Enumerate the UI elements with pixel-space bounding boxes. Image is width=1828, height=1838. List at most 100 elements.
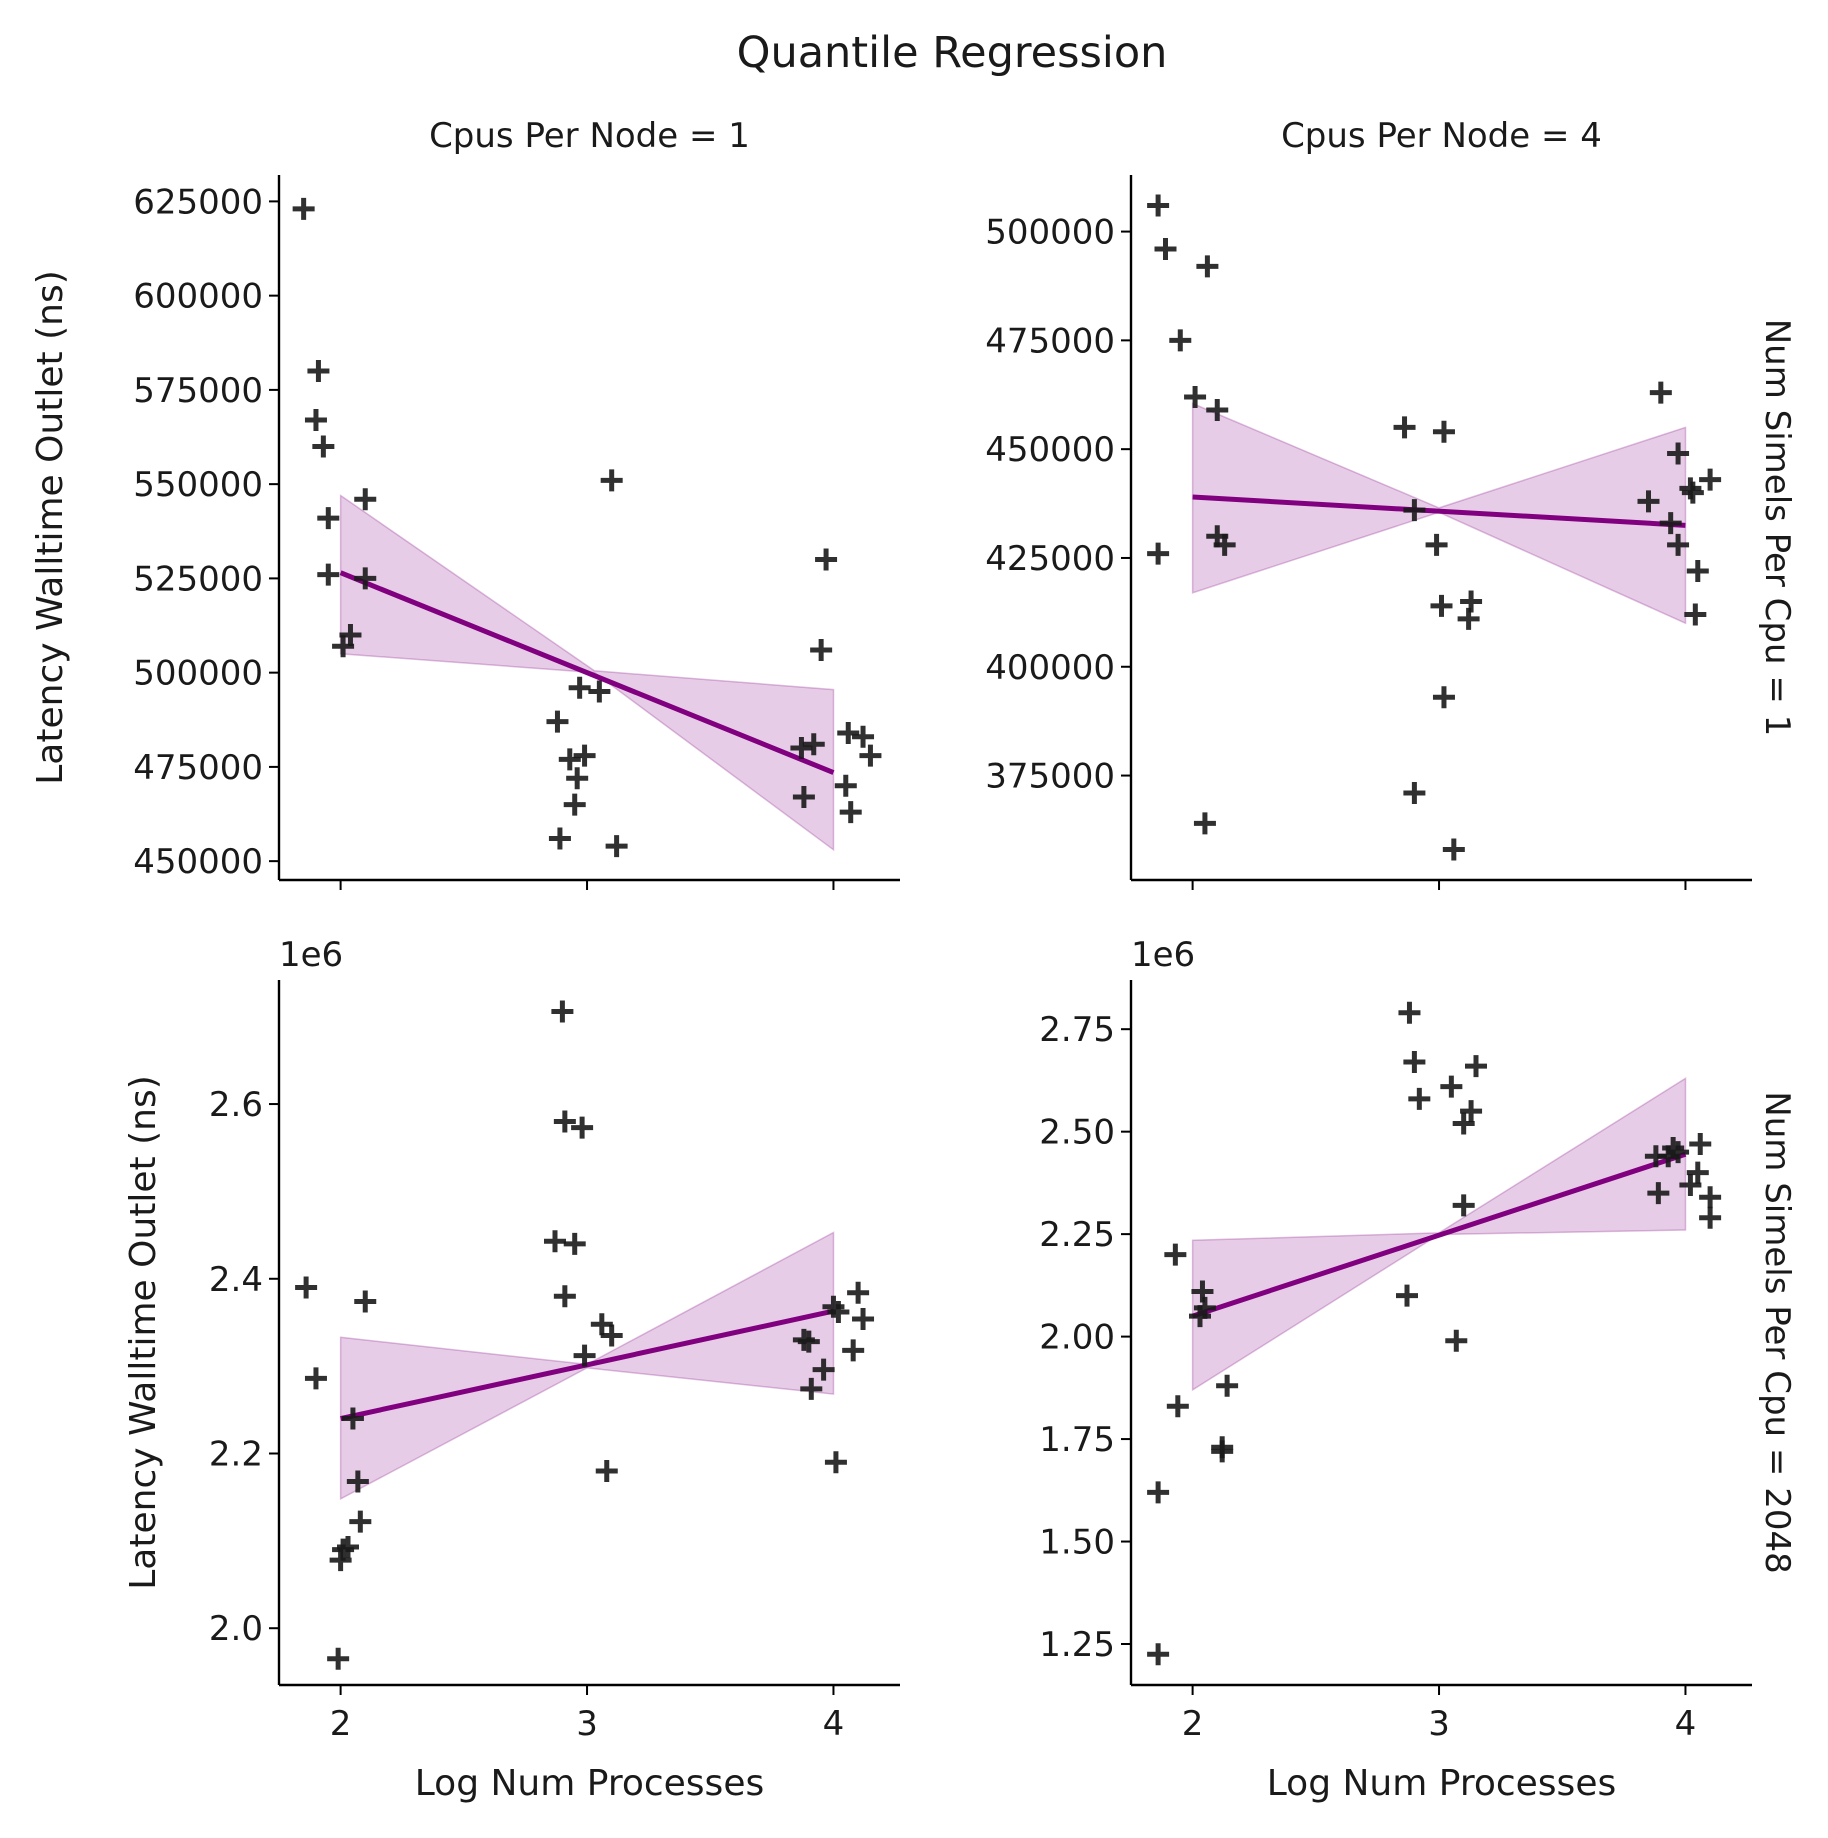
data-point [1465,1055,1487,1078]
data-point [332,635,355,658]
data-point [852,1307,875,1330]
data-point [548,827,571,850]
column-title: Cpus Per Node = 4 [1281,116,1602,156]
data-point [1166,1395,1189,1418]
y-offset-label: 1e6 [279,935,343,975]
data-point [1637,490,1660,513]
data-point [800,1377,823,1400]
data-point [558,748,581,771]
data-point [1408,1087,1431,1110]
data-point [1196,255,1219,278]
y-tick-label: 600000 [133,277,263,317]
data-point [1452,1112,1475,1135]
data-point [1213,533,1236,556]
data-point [834,774,857,797]
data-point [588,680,611,703]
data-point [600,469,623,492]
data-point [1460,590,1483,613]
data-point [1169,329,1192,352]
data-point [605,835,628,858]
data-point [1445,1329,1468,1352]
data-point [544,1230,566,1253]
data-point [354,1290,377,1313]
quantile-fit-line [1191,1151,1687,1319]
y-tick-label: 2.6 [209,1085,263,1125]
panel-3: 2.0 2.2 2.4 2.6 1e6 2 3 4 Log Num Processes Laten… [123,935,900,1804]
data-point [339,623,362,646]
data-point [1154,237,1177,260]
y-tick-label: 575000 [133,371,263,411]
y-tick-label: 375000 [985,757,1115,797]
panel-2: 375000 400000 425000 450000 475000 500000 Cpus… [985,116,1797,890]
data-point [1647,1182,1670,1205]
data-point [1403,781,1426,804]
data-point [852,725,875,748]
data-point [332,1538,355,1561]
y-tick-label: 2.2 [209,1434,263,1474]
y-tick-label: 475000 [985,321,1115,361]
data-point [551,1000,574,1023]
data-point [566,767,589,790]
y-tick-label: 450000 [985,430,1115,470]
data-point [1679,477,1702,500]
data-point [354,567,377,590]
data-point [1667,442,1690,465]
data-point [842,1339,865,1362]
quantile-fit-line [339,570,835,775]
y-tick-label: 1.50 [1039,1523,1115,1563]
data-point [859,744,882,767]
confidence-band [1191,402,1687,625]
y-tick-label: 450000 [133,842,263,882]
y-axis-label: Latency Walltime Outlet (ns) [123,1075,164,1590]
data-point [1147,1643,1170,1666]
x-tick-label: 4 [823,1704,845,1744]
y-tick-label: 2.75 [1039,1010,1115,1050]
panels-grid: 450000 475000 500000 525000 550000 575000 6000… [30,116,1797,1804]
y-offset-label: 1e6 [1131,935,1195,975]
panel-4: 1.25 1.50 1.75 2.00 2.25 2.50 2.75 1e6 2 3 4 Log Nu… [1039,935,1797,1804]
y-tick-label: 475000 [133,748,263,788]
data-point [1667,1141,1690,1164]
y-tick-label: 2.50 [1039,1113,1115,1153]
data-point [292,197,315,220]
data-point [802,733,825,756]
data-point [553,1110,576,1133]
data-point [1403,499,1426,522]
data-point [1184,385,1207,408]
y-tick-label: 500000 [133,654,263,694]
y-tick-label: 625000 [133,182,263,222]
data-point [1699,468,1722,491]
y-tick-label: 1.75 [1039,1420,1115,1460]
row-title: Num Simels Per Cpu = 1 [1757,319,1797,737]
data-point [1393,416,1416,439]
data-point [812,1358,835,1381]
data-point [1659,512,1682,535]
quantile-fit-line [1192,494,1686,528]
y-tick-label: 500000 [985,213,1115,253]
data-point [1193,1296,1216,1319]
data-point [1432,420,1455,443]
data-point [1147,1481,1170,1504]
data-point [571,1116,594,1139]
data-point [546,710,569,733]
data-point [824,1451,847,1474]
x-tick-label: 4 [1675,1704,1697,1744]
data-point [1216,1374,1239,1397]
data-point [815,548,838,571]
y-axis-label: Latency Walltime Outlet (ns) [30,270,71,785]
data-point [568,676,591,699]
data-point [1699,1206,1722,1229]
y-tick-label: 2.0 [209,1609,263,1649]
data-point [563,793,586,816]
data-point [847,1281,870,1304]
data-point [1147,194,1170,217]
data-point [1211,1440,1234,1463]
data-point [1147,542,1170,565]
y-tick-label: 525000 [133,559,263,599]
row-title: Num Simels Per Cpu = 2048 [1757,1091,1797,1573]
data-point [827,1300,850,1323]
x-tick-label: 3 [1428,1704,1450,1744]
x-tick-label: 2 [1182,1704,1204,1744]
x-axis-label: Log Num Processes [1267,1763,1616,1804]
data-point [1689,1132,1712,1155]
